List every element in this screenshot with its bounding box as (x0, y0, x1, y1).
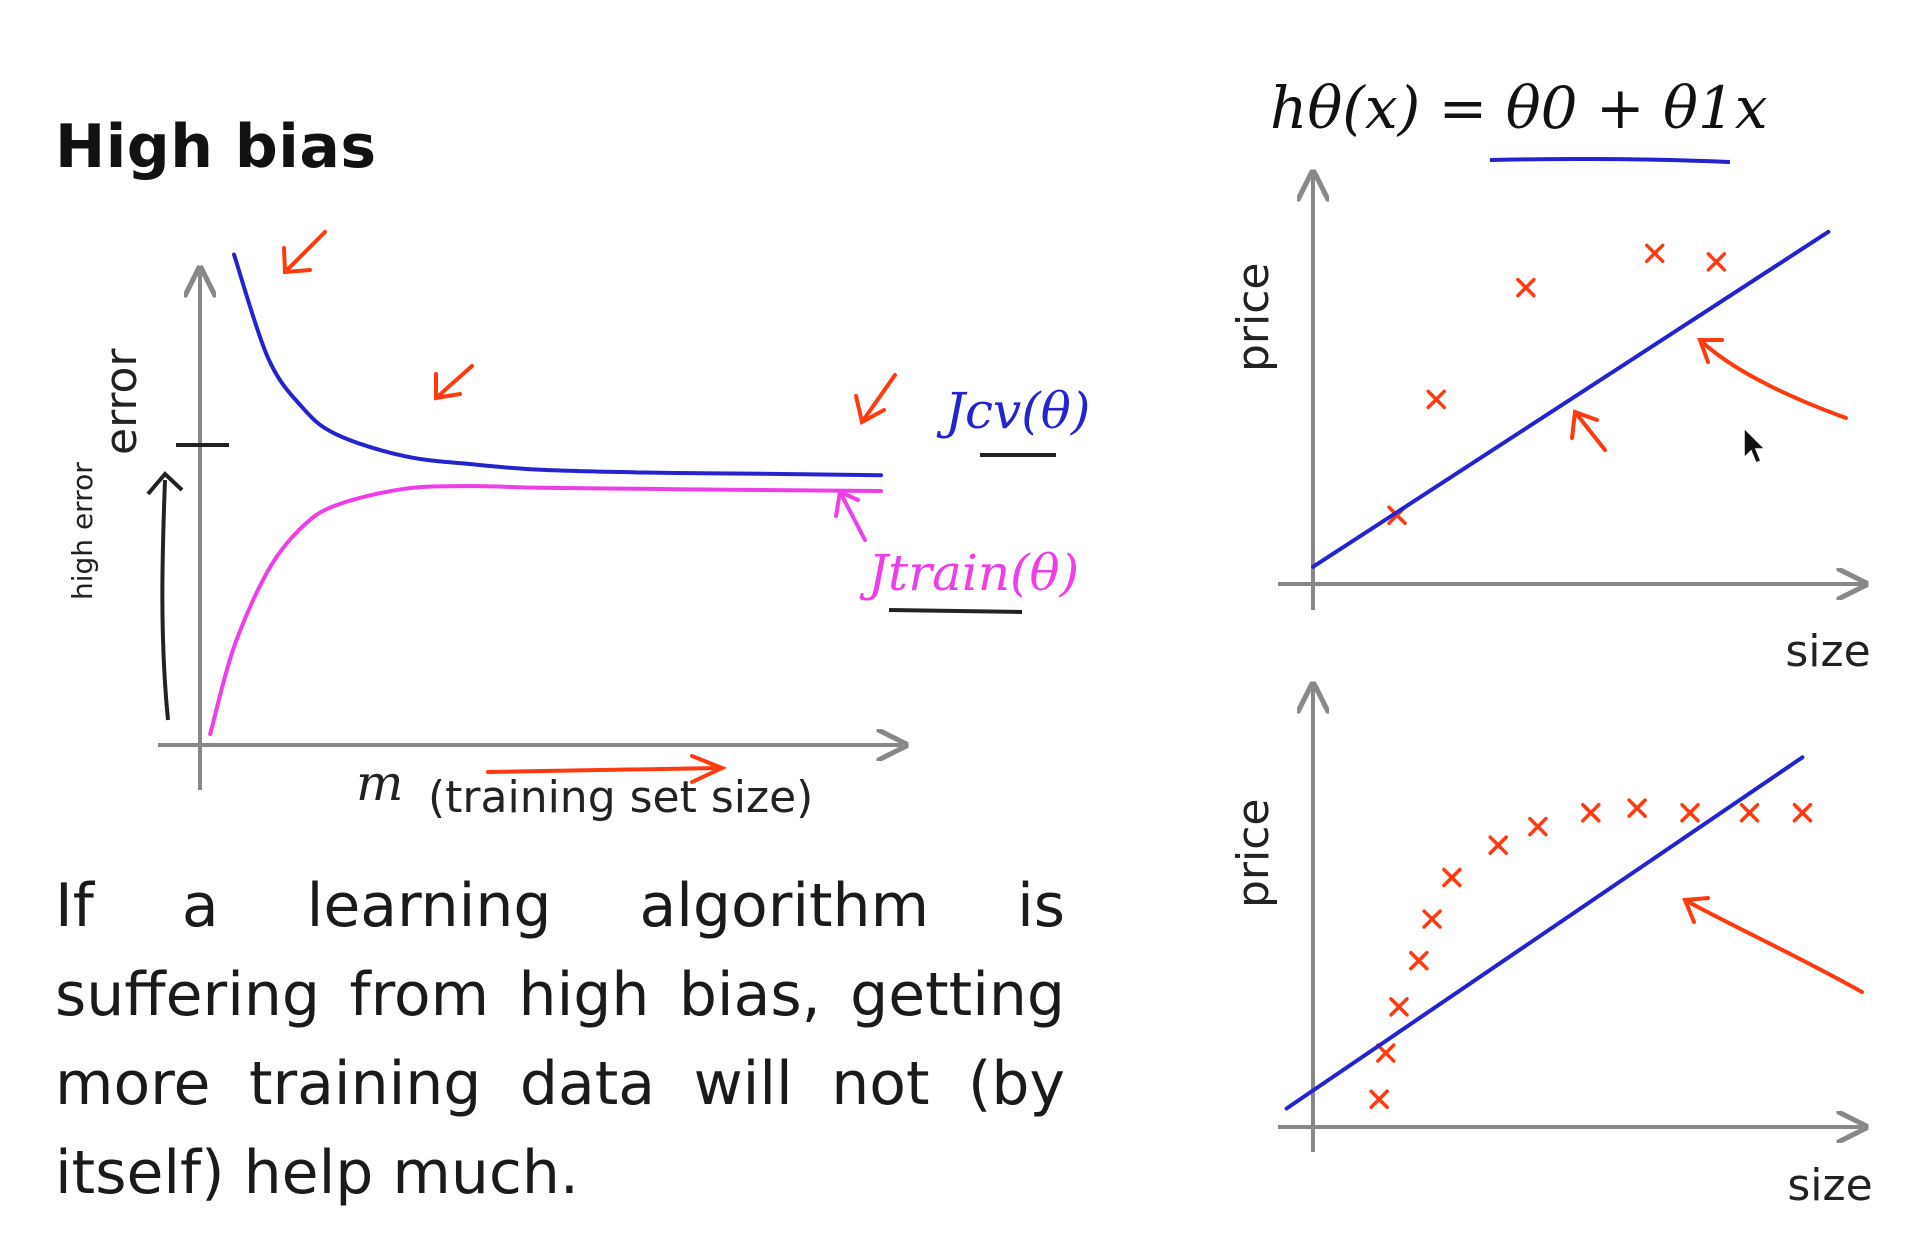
jcv-curve (232, 252, 883, 478)
red-arrow-icon (486, 754, 728, 784)
lc-y-label: error (96, 348, 147, 455)
data-point-marker (1422, 909, 1442, 929)
slide-title: High bias (55, 112, 377, 182)
data-point-marker (1516, 277, 1536, 298)
lc-x-symbol: m (356, 754, 403, 812)
jcv-label: Jcv(θ) (936, 382, 1090, 440)
data-point-marker (1369, 1089, 1389, 1110)
data-point-marker (1680, 803, 1700, 823)
margin-arrow-head (146, 471, 184, 496)
data-point-marker (1627, 798, 1647, 818)
red-arrow-icon (1570, 409, 1607, 452)
jtrain-label: Jtrain(θ) (859, 544, 1079, 602)
data-point-marker (1426, 389, 1446, 410)
bottom-plot: price size (1228, 688, 1873, 1211)
red-arrow-icon (1697, 338, 1848, 420)
red-arrow-icon (282, 230, 327, 275)
bottom-x-label: size (1787, 1160, 1872, 1211)
jtrain-underline (888, 608, 1023, 614)
jtrain-curve (208, 484, 883, 737)
learning-curve-chart: error m (training set size) Jcv(θ) Jtrai… (66, 230, 1090, 823)
data-point-marker (1409, 950, 1429, 971)
margin-arrow (160, 479, 170, 721)
top-fit-line (1311, 229, 1831, 569)
cursor-icon (1743, 426, 1767, 464)
formula-underline (1489, 156, 1731, 164)
data-point-marker (1706, 252, 1727, 272)
data-point-marker (1389, 997, 1409, 1017)
data-point-marker (1488, 835, 1508, 855)
red-arrow-icon (1682, 896, 1864, 994)
data-point-marker (1442, 867, 1462, 888)
top-plot: price size (1228, 176, 1871, 677)
data-point-marker (1644, 243, 1665, 264)
data-point-marker (1581, 803, 1601, 823)
top-y-label: price (1228, 262, 1279, 372)
margin-note: high error (66, 462, 99, 600)
data-point-marker (1528, 816, 1548, 837)
bottom-y-label: price (1228, 798, 1279, 908)
top-x-label: size (1785, 626, 1870, 677)
red-arrow-icon (854, 373, 897, 426)
data-point-marker (1739, 803, 1760, 823)
red-arrow-icon (434, 364, 474, 401)
data-point-marker (1792, 803, 1813, 823)
magenta-arrow-icon (834, 489, 867, 542)
data-point-marker (1376, 1043, 1396, 1063)
lc-x-label: (training set size) (428, 772, 813, 823)
hypothesis-formula: hθ(x) = θ0 + θ1x (1270, 74, 1768, 142)
bottom-fit-line (1284, 755, 1805, 1111)
body-text: If a learning algorithm is suffering fro… (55, 871, 1065, 1208)
